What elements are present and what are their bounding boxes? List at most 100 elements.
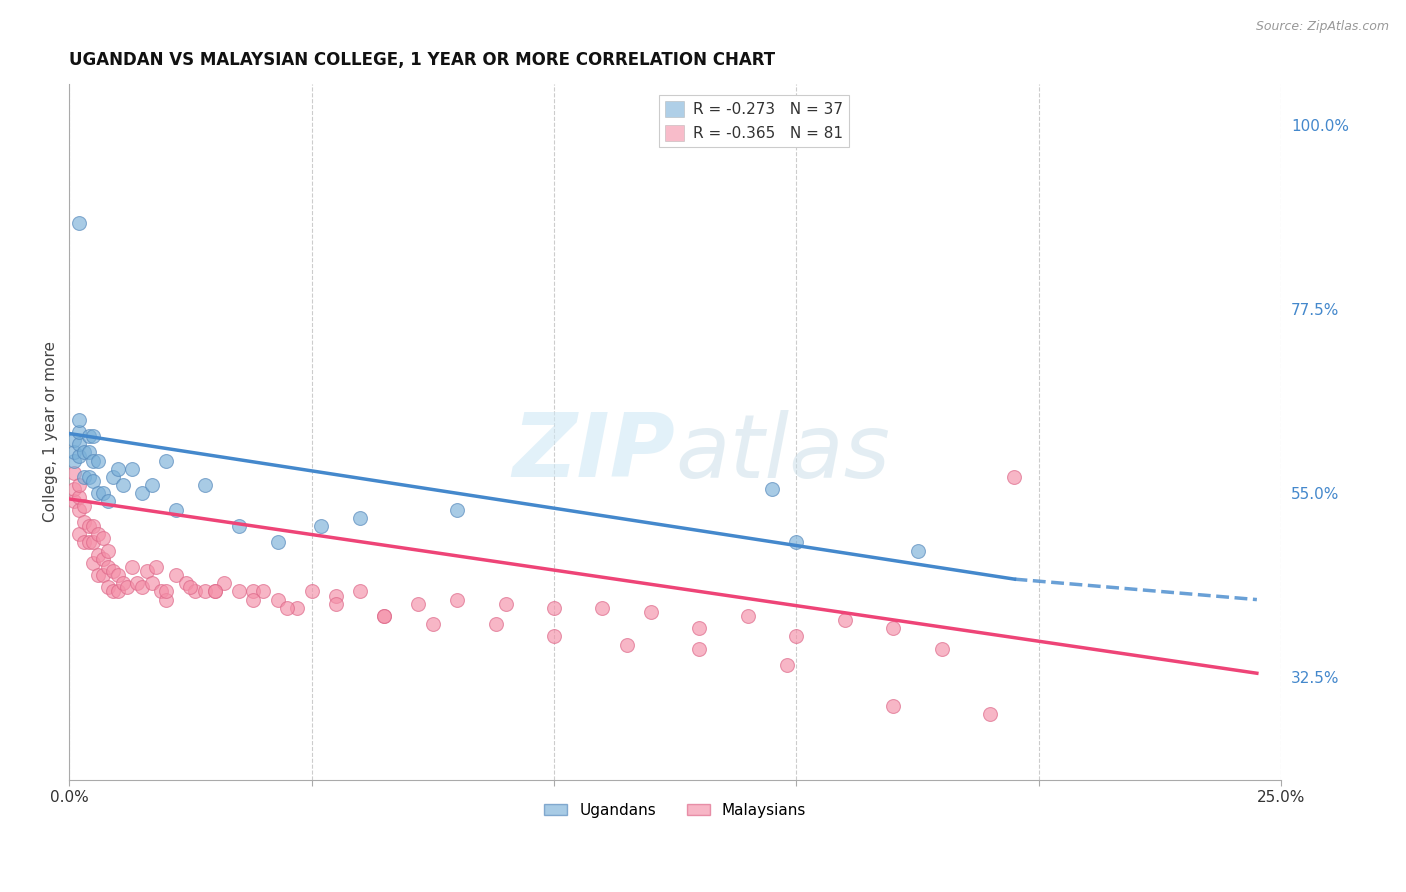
Point [82, 519, 104, 533]
Point [67, 478, 90, 492]
Point [82, 474, 104, 488]
Point [907, 543, 929, 558]
Point [242, 584, 264, 599]
Point [165, 502, 187, 516]
Point [107, 461, 129, 475]
Point [495, 597, 517, 611]
Point [311, 519, 333, 533]
Point [145, 560, 167, 574]
Text: UGANDAN VS MALAYSIAN COLLEGE, 1 YEAR OR MORE CORRELATION CHART: UGANDAN VS MALAYSIAN COLLEGE, 1 YEAR OR … [69, 51, 775, 69]
Point [214, 576, 236, 591]
Point [77, 429, 100, 443]
Point [325, 597, 347, 611]
Point [87, 527, 110, 541]
Point [63, 433, 86, 447]
Point [242, 592, 264, 607]
Point [775, 658, 797, 673]
Point [82, 535, 104, 549]
Y-axis label: College, 1 year or more: College, 1 year or more [44, 342, 58, 523]
Point [73, 515, 96, 529]
Point [155, 592, 177, 607]
Text: Source: ZipAtlas.com: Source: ZipAtlas.com [1256, 20, 1389, 33]
Point [301, 584, 323, 599]
Point [194, 584, 217, 599]
Point [97, 560, 120, 574]
Point [67, 412, 90, 426]
Point [165, 568, 187, 582]
Point [67, 450, 90, 464]
Point [406, 597, 429, 611]
Point [91, 486, 114, 500]
Legend: Ugandans, Malaysians: Ugandans, Malaysians [538, 797, 813, 824]
Point [761, 482, 783, 496]
Point [266, 592, 288, 607]
Point [931, 641, 953, 656]
Point [979, 707, 1001, 722]
Text: ZIP: ZIP [512, 409, 675, 496]
Point [63, 494, 86, 508]
Point [91, 551, 114, 566]
Point [543, 600, 565, 615]
Point [266, 535, 288, 549]
Point [87, 453, 110, 467]
Point [446, 592, 468, 607]
Point [150, 584, 173, 599]
Point [67, 216, 90, 230]
Point [882, 621, 904, 635]
Point [67, 502, 90, 516]
Point [785, 629, 807, 643]
Point [97, 494, 120, 508]
Point [121, 461, 143, 475]
Point [87, 486, 110, 500]
Text: atlas: atlas [675, 409, 890, 496]
Point [101, 470, 124, 484]
Point [111, 478, 134, 492]
Point [97, 580, 120, 594]
Point [422, 617, 444, 632]
Point [63, 466, 86, 480]
Point [82, 429, 104, 443]
Point [73, 470, 96, 484]
Point [184, 584, 207, 599]
Point [446, 502, 468, 516]
Point [1004, 470, 1026, 484]
Point [131, 486, 153, 500]
Point [87, 568, 110, 582]
Point [640, 605, 662, 619]
Point [67, 527, 90, 541]
Point [107, 584, 129, 599]
Point [276, 600, 298, 615]
Point [73, 445, 96, 459]
Point [97, 543, 120, 558]
Point [117, 580, 139, 594]
Point [91, 531, 114, 545]
Point [101, 564, 124, 578]
Point [67, 437, 90, 451]
Point [77, 445, 100, 459]
Point [141, 478, 163, 492]
Point [252, 584, 274, 599]
Point [228, 584, 250, 599]
Point [155, 584, 177, 599]
Point [131, 580, 153, 594]
Point [155, 453, 177, 467]
Point [285, 600, 308, 615]
Point [63, 453, 86, 467]
Point [373, 609, 395, 624]
Point [174, 576, 197, 591]
Point [77, 470, 100, 484]
Point [616, 638, 638, 652]
Point [688, 641, 710, 656]
Point [325, 589, 347, 603]
Point [107, 568, 129, 582]
Point [141, 576, 163, 591]
Point [77, 535, 100, 549]
Point [194, 478, 217, 492]
Point [91, 568, 114, 582]
Point [67, 425, 90, 439]
Point [228, 519, 250, 533]
Point [179, 580, 201, 594]
Point [82, 453, 104, 467]
Point [349, 584, 371, 599]
Point [204, 584, 226, 599]
